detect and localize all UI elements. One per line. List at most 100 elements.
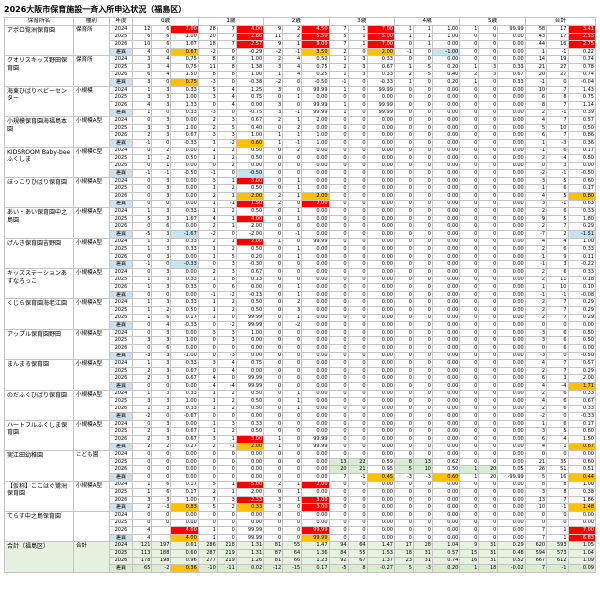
value-cell: 0 [132,473,153,482]
value-cell: 0 [478,374,499,383]
value-cell: 0 [459,366,480,376]
value-cell: 0 [328,389,349,399]
value-cell: 0 [328,283,349,292]
value-cell: 3 [151,351,172,361]
value-cell: 0 [197,473,218,482]
table-row: 2026 0 3 0.00 1 5 0.20 0 1 0.00 0 0 0.00 0 0 0.00 0 0 0.00… [5,252,596,262]
value-cell: 0 [393,495,414,505]
value-cell: 4 [197,381,218,391]
value-cell: 1 [263,237,284,247]
value-cell: 0 [347,321,368,330]
value-cell: 0 [478,457,499,467]
value-cell: 0 [478,359,499,368]
value-cell: 0 [282,275,303,285]
value-cell: 0 [412,488,433,497]
value-cell: 0.00 [497,503,526,512]
value-cell: 0 [347,222,368,232]
value-cell: 1.37 [366,556,395,566]
value-cell: 0.29 [497,541,526,550]
value-cell: 0.00 [301,381,330,391]
value-cell: 0 [151,412,172,421]
value-cell: 3 [263,100,284,110]
value-cell: 0.33 [567,389,596,399]
value-cell: 0 [328,298,349,307]
value-cell: 3 [151,283,172,292]
value-cell: 2.00 [170,25,199,34]
value-cell: 8 [546,488,569,497]
value-cell: 0 [347,237,368,247]
value-cell: 0.11 [567,252,596,262]
table-row: 実江田幼稚園 こども園 2024 0 0 0.00 0 0 0.00 0 0 0.00 0 0 0.00 0 0… [4,450,596,482]
value-cell: 0 [347,328,368,338]
value-cell: 5 [524,473,548,482]
year-cell: 2024 [108,55,134,64]
value-cell: -1 [546,169,569,178]
value-cell: 17 [546,32,569,42]
value-cell: 2 [197,123,218,133]
value-cell: 7.00 [366,40,395,49]
value-cell: 0 [546,450,569,459]
value-cell: 0.00 [431,374,461,383]
value-cell: 2.00 [235,488,265,497]
value-cell: 0 [328,313,349,323]
table-row: あい・あい保育園中之島園 小規模A型 2024 1 3 0.33 1 2 0.50 0 1 0.00 0… [4,207,596,239]
value-cell: 0.00 [366,298,395,307]
value-cell: 1.00 [235,328,265,338]
value-cell: 0.20 [431,78,461,87]
value-cell: 3.00 [301,495,330,505]
value-cell: 0 [347,192,368,201]
value-cell: 2.86 [235,32,265,42]
value-cell: 0 [459,245,480,254]
value-cell: 2 [263,55,284,64]
value-cell: 1 [282,192,303,201]
value-cell: -0.50 [567,169,596,178]
value-cell: 0 [478,343,499,353]
value-cell: 2 [524,222,548,232]
value-cell: 0.00 [301,245,330,254]
value-cell: 0 [459,260,480,269]
facility-name: アポロ覧洲保育園 [4,24,74,57]
value-cell: 0 [151,78,172,87]
value-cell: 0.00 [497,526,526,535]
value-cell: 0.00 [431,419,461,429]
year-cell: 2024 [108,419,134,429]
value-cell: 0 [216,169,237,178]
value-cell: 4.00 [170,533,199,543]
value-cell: 0 [459,283,480,292]
table-row: 2025 5 3 1.67 4 1 4.00 0 1 0.00 0 0 0.00 0 0 0.00 0 0 0.00… [5,214,596,224]
value-cell: 1.00 [235,55,265,64]
value-cell: 0.00 [567,161,596,171]
value-cell: 1 [328,108,349,118]
value-cell: 0.00 [366,290,395,300]
value-cell: 3 [524,328,548,338]
value-cell: 0.44 [567,473,596,482]
value-cell: 2 [216,305,237,315]
value-cell: 0.00 [431,245,461,254]
value-cell: 0 [347,230,368,239]
value-cell: 6 [151,32,172,42]
value-cell: 0 [197,283,218,292]
value-cell: -3 [412,564,433,573]
value-cell: 0 [412,283,433,292]
value-cell: 99.99 [235,313,265,323]
value-cell: 1 [282,131,303,140]
value-cell: 0 [263,290,284,300]
value-cell: 1 [216,480,237,490]
value-cell: 28 [412,541,433,550]
value-cell: 0 [263,298,284,307]
value-cell: 121 [132,541,153,550]
value-cell: 1.00 [235,70,265,80]
value-cell: 0.00 [431,480,461,490]
value-cell: 0 [459,511,480,520]
value-cell: 0.33 [170,245,199,254]
table-row: 2025 0 0 0.00 0 0 0.00 0 0 0.00 13 22 0.59 8 13 0.62 0 0 0… [5,457,596,467]
value-cell: 0.00 [366,435,395,444]
value-cell: 0 [412,450,433,459]
value-cell: 0 [263,305,284,315]
value-cell: 0 [393,260,414,269]
value-cell: 0.00 [431,55,461,64]
value-cell: 0.00 [235,161,265,171]
value-cell: 0 [412,404,433,414]
value-cell: 0 [197,336,218,345]
value-cell: 0.00 [497,283,526,292]
